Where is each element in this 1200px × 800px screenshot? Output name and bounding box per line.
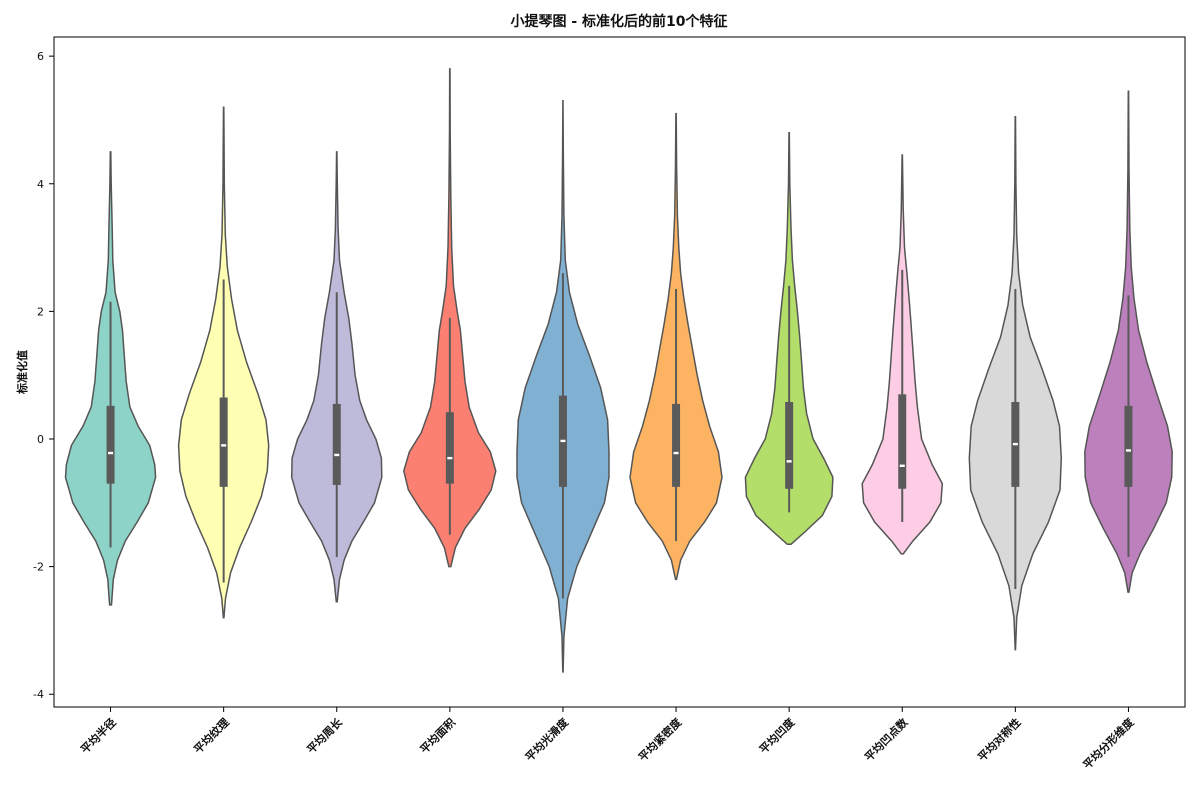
y-axis-label: 标准化值 — [15, 350, 29, 395]
violin-iqr-box — [672, 403, 681, 487]
x-tick-label: 平均紧密度 — [635, 715, 684, 764]
violin-iqr-box — [898, 394, 907, 489]
y-tick-label: 6 — [37, 50, 44, 63]
violin-median — [447, 456, 453, 460]
violin-median — [334, 453, 340, 457]
y-tick-label: 4 — [37, 178, 44, 191]
violin-median — [221, 444, 227, 447]
x-tick-label: 平均面积 — [417, 715, 458, 756]
violin-iqr-box — [106, 405, 115, 484]
violin-iqr-box — [785, 401, 794, 489]
x-tick-label: 平均对称性 — [975, 715, 1024, 764]
violin-median — [108, 451, 114, 455]
y-tick-label: -4 — [33, 688, 44, 701]
violin-median — [786, 460, 792, 463]
violin-median — [1125, 449, 1131, 452]
violin-median — [560, 439, 566, 443]
x-tick-label: 平均凹度 — [756, 715, 798, 757]
plot-frame — [53, 36, 1186, 708]
x-tick-label: 平均周长 — [304, 715, 346, 757]
y-tick-label: 2 — [37, 305, 44, 318]
y-tick-label: -2 — [33, 561, 44, 574]
violin-iqr-box — [445, 412, 454, 484]
y-tick-label: 0 — [37, 433, 44, 446]
y-axis: -4 -2 0 2 4 6 — [33, 50, 54, 701]
violin-4 — [403, 68, 497, 568]
x-tick-label: 平均分形维度 — [1080, 715, 1137, 772]
violin-median — [1012, 442, 1018, 446]
violin-median — [673, 451, 679, 455]
violin-median — [899, 464, 905, 467]
x-tick-label: 平均凹点数 — [862, 715, 911, 764]
chart-title: 小提琴图 - 标准化后的前10个特征 — [510, 13, 727, 30]
x-tick-label: 平均纹理 — [191, 715, 232, 756]
x-tick-label: 平均半径 — [78, 715, 119, 756]
violin-iqr-box — [332, 403, 341, 485]
violins-layer — [64, 68, 1173, 673]
violin-iqr-box — [219, 397, 228, 487]
x-tick-label: 平均光滑度 — [522, 715, 571, 764]
violin-iqr-box — [1124, 405, 1133, 487]
x-axis: 平均半径 平均纹理 平均周长 平均面积 平均光滑度 平均紧密度 平均凹度 平均凹点数 平均对称性… — [78, 707, 1137, 772]
